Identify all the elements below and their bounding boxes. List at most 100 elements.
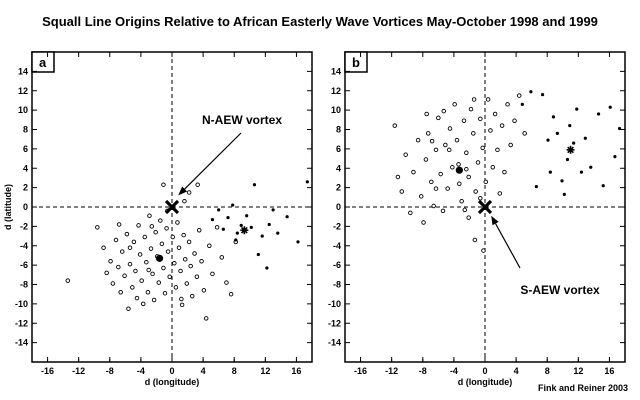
data-point-open [122, 273, 127, 279]
data-point-open [207, 243, 212, 248]
x-tick-label: 4 [514, 366, 519, 376]
data-point-open [153, 229, 158, 235]
panel-b: b -16 -12 -8 -4 0 4 8 12 16 14 12 10 8 6 4 2 0 -2 -4 -6 -8 -10… [328, 51, 626, 387]
data-point-open [411, 169, 416, 175]
data-point-open [189, 293, 195, 299]
data-point-open [473, 189, 478, 194]
annotation-arrowhead [491, 215, 499, 226]
vortex-x-marker [164, 199, 180, 215]
data-point-open [182, 257, 188, 262]
data-point-open [113, 237, 119, 243]
data-point-open [471, 97, 477, 102]
data-point-open [415, 137, 421, 143]
data-point-open [167, 274, 172, 280]
data-point-filled [562, 192, 566, 197]
data-point-filled [226, 216, 230, 220]
y-tick-label: 4 [23, 163, 28, 173]
y-tick-label: -2 [333, 221, 341, 231]
data-point-filled [249, 225, 253, 229]
data-point-open [447, 126, 453, 131]
data-point-open [224, 280, 229, 285]
data-point-open [445, 186, 450, 191]
x-tick-label: -8 [419, 366, 427, 376]
data-point-open [151, 297, 157, 303]
annotation-arrow [184, 132, 242, 190]
y-tick-label: -14 [15, 338, 28, 348]
data-point-open [219, 255, 225, 260]
data-point-open [441, 108, 447, 114]
data-point-filled [565, 157, 570, 162]
data-point-open [210, 271, 215, 277]
data-point-open [142, 234, 148, 240]
data-point-open [110, 281, 116, 286]
panel-letter-box [31, 51, 55, 73]
data-point-filled [252, 183, 257, 187]
x-tick-label: 8 [232, 366, 237, 376]
data-point-filled [210, 217, 215, 222]
data-point-open [431, 203, 436, 209]
y-tick-label: 12 [18, 86, 28, 96]
y-tick-label: 0 [23, 202, 28, 212]
data-point-filled [575, 107, 579, 111]
x-tick-label: 0 [169, 366, 174, 376]
data-point-open [126, 306, 131, 311]
data-point-open [172, 260, 177, 266]
x-tick-label: 4 [201, 366, 206, 376]
y-tick-label: -4 [333, 241, 341, 251]
data-point-filled [276, 231, 280, 235]
data-point-open [403, 152, 408, 157]
y-tick-label: 14 [331, 66, 341, 76]
data-point-filled [265, 266, 269, 270]
data-point-open [418, 194, 424, 199]
data-point-open [127, 245, 133, 250]
data-point-filled [551, 115, 556, 119]
data-point-open [149, 224, 155, 229]
data-point-open [454, 137, 460, 143]
data-point-open [133, 268, 138, 274]
data-point-open [429, 179, 434, 185]
data-point-open [175, 220, 180, 225]
annotation-label: N-AEW vortex [202, 113, 282, 127]
data-point-open [164, 226, 169, 231]
y-tick-label: -8 [333, 280, 341, 290]
data-point-open [438, 171, 443, 177]
data-point-open [392, 123, 398, 128]
data-point-open [118, 290, 123, 295]
data-point-open [179, 296, 184, 302]
data-point-open [395, 174, 401, 180]
data-point-open [150, 271, 155, 277]
data-point-filled [529, 90, 533, 94]
data-point-open [505, 102, 510, 107]
data-point-open [140, 301, 146, 307]
data-point-filled [285, 215, 289, 219]
data-point-filled [596, 112, 601, 116]
data-point-open [116, 264, 121, 270]
x-tick-label: -12 [385, 366, 398, 376]
data-point-open [158, 218, 163, 223]
data-point-open [456, 162, 461, 167]
y-tick-label: 4 [336, 163, 341, 173]
data-point-open [186, 190, 192, 195]
data-point-open [466, 215, 471, 220]
y-tick-label: 10 [18, 105, 28, 115]
data-point-open [475, 160, 481, 165]
data-point-open [433, 186, 439, 191]
credit-text: Fink and Reiner 2003 [537, 383, 628, 393]
data-point-open [429, 138, 435, 144]
y-tick-label: -2 [20, 221, 28, 231]
data-point-filled [305, 180, 309, 184]
data-point-open [144, 259, 149, 265]
mean-asterisk-marker [566, 145, 575, 154]
data-point-filled [546, 138, 550, 142]
data-point-open [497, 191, 503, 196]
y-tick-label: 8 [336, 125, 341, 135]
data-point-open [134, 295, 140, 301]
y-tick-label: 6 [23, 144, 28, 154]
y-tick-label: 2 [23, 183, 28, 193]
data-point-filled [296, 240, 300, 244]
data-point-filled [239, 223, 243, 228]
y-tick-label: 6 [336, 144, 341, 154]
panel-letter-box [344, 51, 368, 73]
y-tick-label: 0 [336, 202, 341, 212]
data-point-open [147, 213, 152, 218]
